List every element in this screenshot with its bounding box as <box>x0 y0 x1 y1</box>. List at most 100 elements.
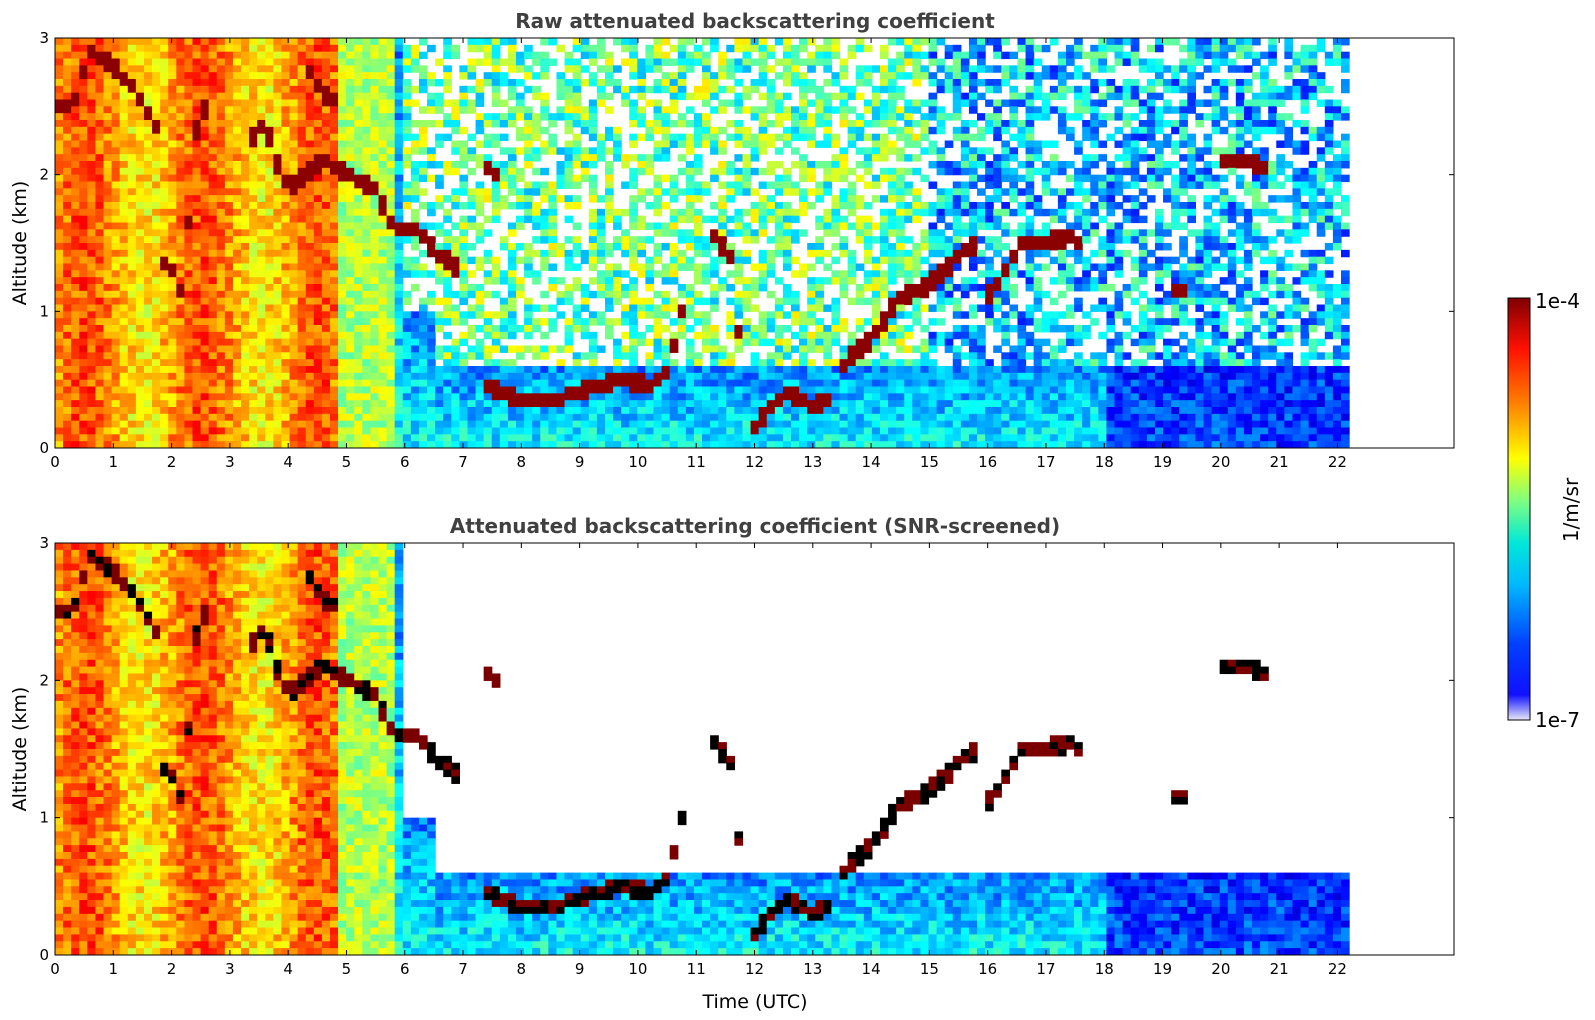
heatmap-cell <box>224 140 234 148</box>
heatmap-cell <box>475 311 485 319</box>
heatmap-cell <box>710 263 719 271</box>
heatmap-cell <box>588 243 598 251</box>
heatmap-cell <box>249 379 258 388</box>
heatmap-cell <box>95 297 105 306</box>
heatmap-cell <box>305 413 315 422</box>
heatmap-cell <box>208 120 218 128</box>
heatmap-cell <box>637 420 647 429</box>
heatmap-cell <box>79 372 88 381</box>
heatmap-cell <box>774 352 784 360</box>
heatmap-cell <box>588 372 598 381</box>
heatmap-cell <box>378 393 388 401</box>
heatmap-cell <box>653 147 663 155</box>
heatmap-cell <box>758 277 768 285</box>
heatmap-cell <box>55 167 64 176</box>
heatmap-cell <box>257 222 266 230</box>
heatmap-cell <box>685 441 695 448</box>
heatmap-cell <box>143 270 153 278</box>
heatmap-cell <box>702 413 711 422</box>
heatmap-cell <box>184 79 194 87</box>
heatmap-cell <box>192 249 202 258</box>
heatmap-cell <box>321 379 331 388</box>
heatmap-cell <box>103 400 113 408</box>
heatmap-cell <box>55 195 64 203</box>
heatmap-cell <box>758 229 768 237</box>
heatmap-cell <box>685 92 695 101</box>
heatmap-cell <box>127 441 137 448</box>
heatmap-cell <box>774 434 784 442</box>
heatmap-cell <box>548 58 558 66</box>
heatmap-cell <box>232 51 242 60</box>
heatmap-cell <box>394 167 404 176</box>
heatmap-cell <box>87 167 97 176</box>
heatmap-cell <box>459 263 469 271</box>
heatmap-cell <box>152 331 161 340</box>
heatmap-cell <box>750 331 760 340</box>
heatmap-cell <box>766 393 776 401</box>
heatmap-cell <box>507 263 517 271</box>
heatmap-cell <box>766 92 776 101</box>
heatmap-cell <box>71 359 80 367</box>
heatmap-cell <box>63 434 72 442</box>
heatmap-cell <box>305 400 315 408</box>
heatmap-cell <box>507 372 517 381</box>
heatmap-cell <box>232 92 242 101</box>
heatmap-cell <box>79 85 88 94</box>
heatmap-cell <box>297 133 307 142</box>
heatmap-cell <box>629 311 638 319</box>
heatmap-cell <box>410 236 420 244</box>
heatmap-cell <box>152 154 161 162</box>
heatmap-cell <box>168 243 177 251</box>
heatmap-cell <box>685 147 695 155</box>
heatmap-cell <box>734 44 744 53</box>
heatmap-cell <box>572 38 582 46</box>
heatmap-cell <box>297 79 307 87</box>
heatmap-cell <box>507 441 517 448</box>
heatmap-cell <box>491 386 501 394</box>
heatmap-cell <box>807 140 816 148</box>
heatmap-cell <box>79 366 88 374</box>
heatmap-cell <box>548 400 558 408</box>
heatmap-cell <box>241 140 250 148</box>
heatmap-cell <box>491 202 501 210</box>
heatmap-cell <box>467 167 477 176</box>
heatmap-cell <box>540 345 549 353</box>
heatmap-cell <box>742 106 752 114</box>
heatmap-cell <box>532 154 541 162</box>
heatmap-cell <box>176 174 186 183</box>
heatmap-cell <box>758 400 768 408</box>
heatmap-cell <box>435 120 444 128</box>
heatmap-cell <box>87 85 97 94</box>
heatmap-cell <box>774 366 784 374</box>
heatmap-cell <box>135 167 145 176</box>
heatmap-cell <box>321 256 331 265</box>
heatmap-cell <box>443 311 452 319</box>
heatmap-cell <box>79 208 88 217</box>
heatmap-cell <box>289 106 299 114</box>
heatmap-cell <box>257 338 266 347</box>
heatmap-cell <box>491 420 501 429</box>
heatmap-cell <box>168 222 177 230</box>
heatmap-cell <box>483 51 493 60</box>
heatmap-cell <box>532 120 541 128</box>
heatmap-cell <box>297 99 307 107</box>
heatmap-cell <box>168 236 177 244</box>
heatmap-cell <box>564 263 574 271</box>
heatmap-cell <box>265 427 274 435</box>
heatmap-cell <box>289 304 299 312</box>
heatmap-cell <box>532 58 541 66</box>
heatmap-cell <box>224 215 234 224</box>
heatmap-cell <box>475 229 485 237</box>
heatmap-cell <box>653 79 663 87</box>
heatmap-cell <box>168 120 177 128</box>
heatmap-cell <box>418 345 428 353</box>
heatmap-cell <box>378 345 388 353</box>
heatmap-cell <box>338 215 347 224</box>
heatmap-cell <box>758 325 768 333</box>
heatmap-cell <box>451 161 460 169</box>
heatmap-cell <box>613 427 622 435</box>
heatmap-cell <box>160 154 169 162</box>
heatmap-cell <box>313 352 323 360</box>
heatmap-cell <box>774 311 784 319</box>
heatmap-cell <box>451 420 460 429</box>
